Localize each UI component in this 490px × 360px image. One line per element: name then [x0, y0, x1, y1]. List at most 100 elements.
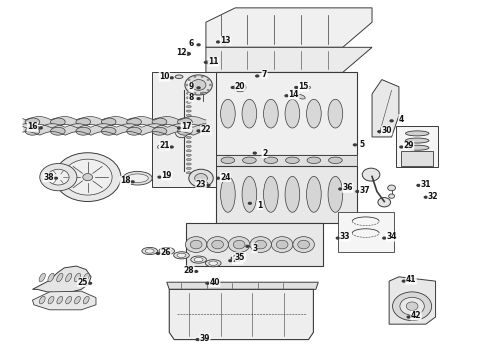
Ellipse shape [76, 118, 91, 126]
Text: 1: 1 [257, 201, 262, 210]
Circle shape [196, 97, 201, 100]
Ellipse shape [209, 261, 218, 265]
Ellipse shape [48, 296, 54, 304]
Text: 20: 20 [235, 82, 245, 91]
Ellipse shape [25, 118, 40, 126]
Circle shape [255, 240, 267, 249]
Circle shape [276, 240, 288, 249]
Ellipse shape [328, 176, 343, 212]
Circle shape [407, 315, 411, 319]
Circle shape [231, 257, 235, 260]
Ellipse shape [101, 118, 116, 126]
Circle shape [190, 240, 202, 249]
Text: 14: 14 [289, 90, 299, 99]
Ellipse shape [74, 273, 80, 282]
Ellipse shape [127, 118, 142, 126]
Ellipse shape [186, 123, 191, 125]
Ellipse shape [186, 105, 191, 108]
Ellipse shape [186, 145, 191, 148]
Text: 5: 5 [360, 140, 365, 149]
Bar [396, 126, 438, 167]
Text: 33: 33 [340, 232, 350, 241]
Ellipse shape [186, 172, 191, 174]
Circle shape [294, 86, 298, 89]
Circle shape [177, 126, 181, 130]
Circle shape [194, 270, 198, 273]
Ellipse shape [39, 296, 45, 304]
Bar [338, 212, 394, 252]
Circle shape [355, 190, 360, 193]
Polygon shape [32, 291, 96, 310]
Ellipse shape [177, 118, 192, 126]
Circle shape [247, 202, 252, 205]
Ellipse shape [285, 176, 300, 212]
Ellipse shape [127, 174, 148, 183]
Circle shape [209, 84, 212, 86]
Polygon shape [186, 223, 323, 266]
Ellipse shape [152, 118, 167, 126]
Circle shape [216, 177, 220, 180]
Ellipse shape [264, 157, 278, 163]
Ellipse shape [186, 141, 191, 143]
Ellipse shape [186, 110, 191, 112]
Ellipse shape [182, 52, 190, 55]
Ellipse shape [186, 132, 191, 134]
Circle shape [48, 169, 69, 185]
Ellipse shape [186, 92, 191, 94]
Text: 37: 37 [359, 186, 370, 195]
Ellipse shape [286, 157, 299, 163]
Polygon shape [216, 155, 357, 166]
Circle shape [207, 89, 210, 91]
Circle shape [231, 86, 235, 89]
Circle shape [170, 76, 174, 80]
Circle shape [228, 237, 250, 252]
Ellipse shape [328, 99, 343, 128]
Text: 11: 11 [208, 57, 219, 66]
Ellipse shape [221, 157, 235, 163]
Circle shape [83, 174, 93, 181]
Circle shape [399, 145, 404, 149]
Polygon shape [389, 277, 436, 324]
Ellipse shape [76, 127, 91, 135]
Circle shape [196, 86, 201, 89]
Circle shape [206, 184, 211, 187]
Text: 24: 24 [220, 173, 231, 182]
Circle shape [362, 168, 380, 181]
Ellipse shape [406, 145, 429, 150]
Ellipse shape [242, 99, 257, 128]
Ellipse shape [48, 273, 54, 282]
Ellipse shape [186, 119, 191, 121]
Text: 16: 16 [27, 122, 38, 131]
Ellipse shape [205, 260, 221, 267]
Circle shape [298, 240, 310, 249]
Ellipse shape [186, 101, 191, 103]
Text: 10: 10 [159, 72, 170, 81]
Ellipse shape [142, 247, 158, 255]
Polygon shape [216, 166, 357, 223]
Circle shape [406, 302, 418, 311]
Ellipse shape [201, 130, 210, 134]
Text: 15: 15 [298, 82, 309, 91]
Circle shape [234, 83, 246, 92]
Ellipse shape [123, 171, 152, 185]
Circle shape [377, 130, 382, 133]
Text: 25: 25 [77, 278, 88, 287]
Circle shape [39, 126, 43, 130]
Ellipse shape [83, 296, 89, 304]
Text: 2: 2 [262, 149, 267, 158]
Text: 9: 9 [189, 82, 194, 91]
Bar [401, 150, 433, 166]
Text: 29: 29 [403, 141, 414, 150]
Circle shape [205, 282, 210, 285]
Text: 17: 17 [181, 122, 192, 131]
Circle shape [130, 180, 135, 183]
Ellipse shape [199, 181, 208, 186]
Circle shape [402, 279, 406, 283]
Circle shape [338, 187, 343, 190]
Circle shape [207, 237, 228, 252]
Circle shape [416, 184, 420, 187]
Ellipse shape [186, 136, 191, 139]
Circle shape [220, 40, 228, 45]
Circle shape [212, 240, 223, 249]
Ellipse shape [57, 273, 63, 282]
